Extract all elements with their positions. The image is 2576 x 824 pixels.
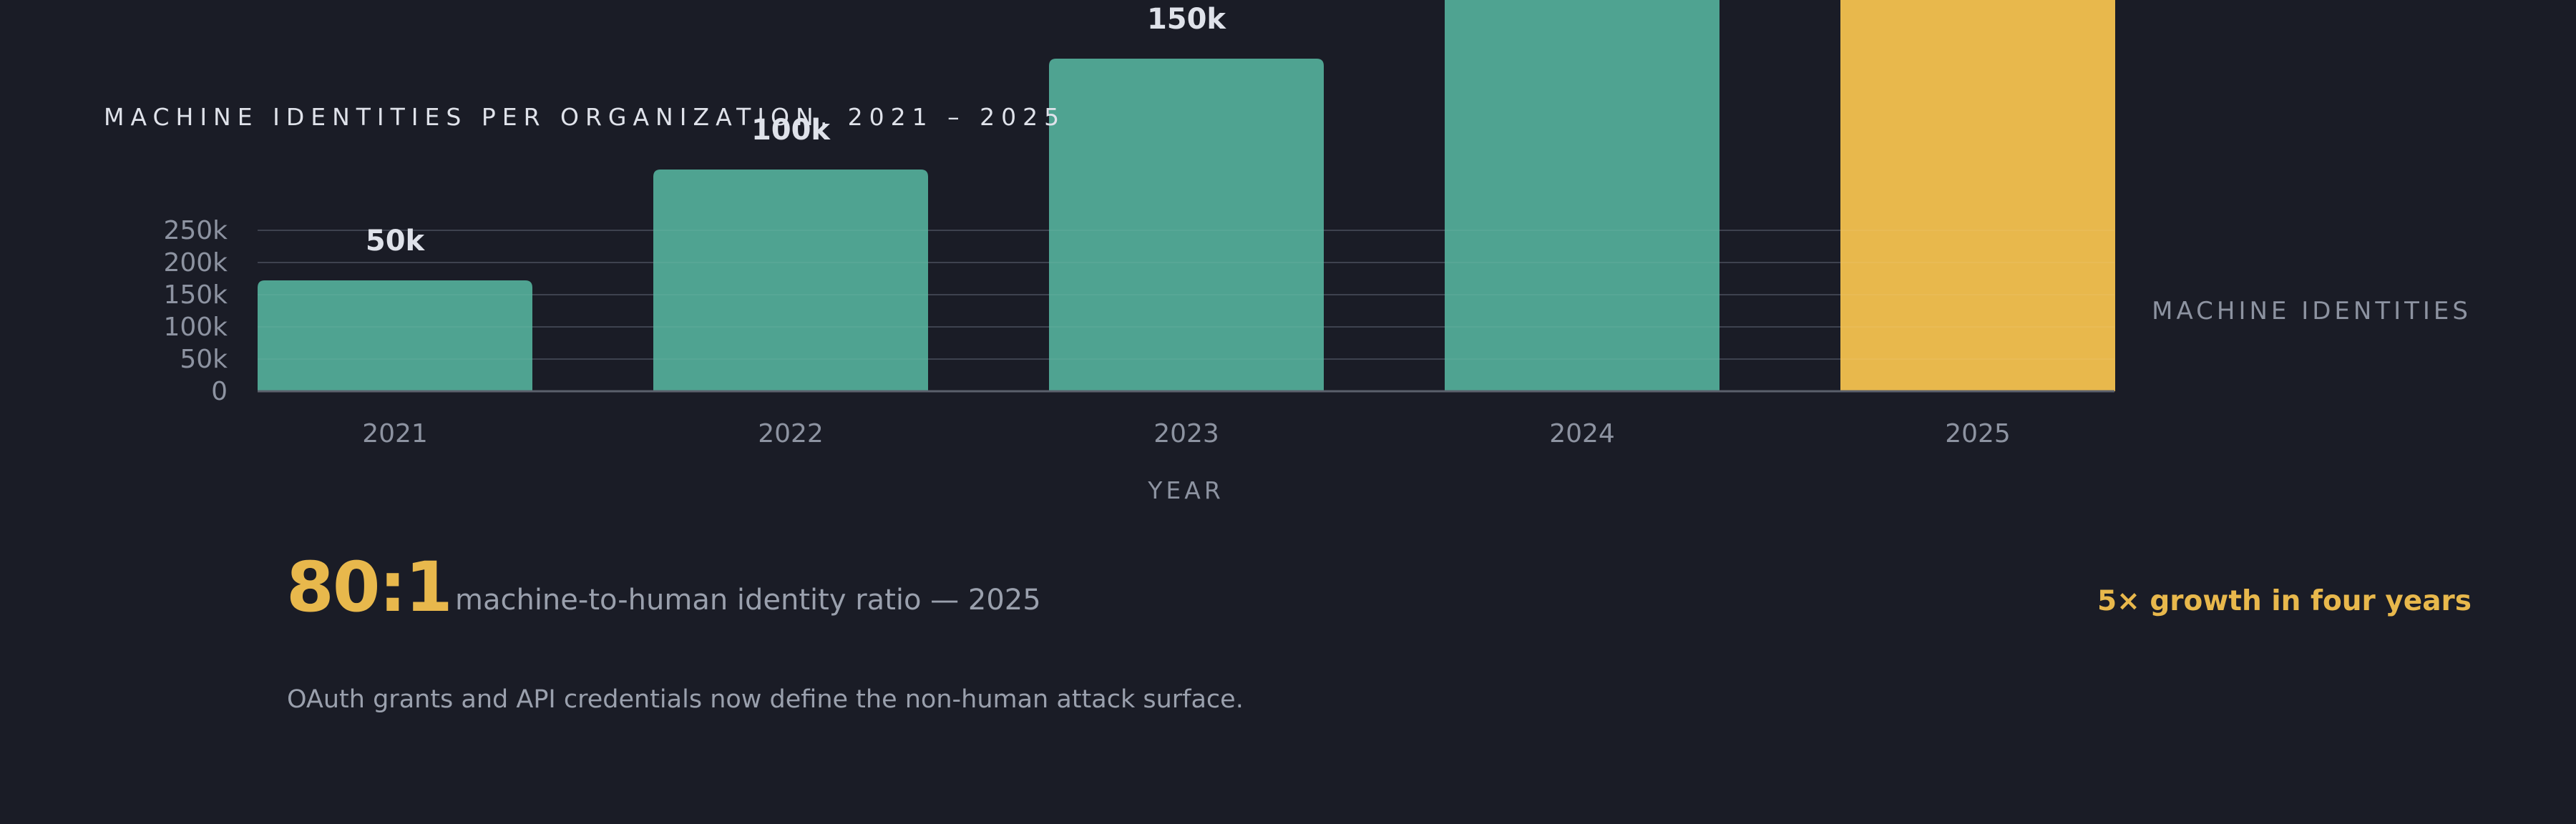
ratio-value: 80:1 [286,547,453,627]
bar-2024 [1445,0,1719,391]
x-tick-label: 2022 [758,419,824,448]
x-tick-label: 2023 [1153,419,1219,448]
x-tick-label: 2025 [1945,419,2011,448]
growth-note: 5× growth in four years [2097,585,2472,617]
y-tick-label: 100k [163,313,228,342]
y-tick-label: 150k [163,280,228,310]
bar-value-label: 50k [366,225,426,258]
bar-2021 [258,280,532,391]
bar-2025 [1840,0,2115,391]
x-tick-label: 2021 [362,419,428,448]
bar-value-label: 150k [1147,3,1226,36]
chart-title: MACHINE IDENTITIES PER ORGANIZATION, 202… [104,103,1066,131]
legend-label: MACHINE IDENTITIES [2152,297,2472,325]
bar-2023 [1049,59,1324,391]
x-tick-label: 2024 [1549,419,1615,448]
y-tick-label: 250k [163,216,228,245]
footnote: OAuth grants and API credentials now def… [287,685,1244,714]
x-axis-label: YEAR [1147,476,1224,504]
bar-2022 [653,170,928,391]
y-tick-label: 50k [180,345,228,374]
y-tick-label: 200k [163,248,228,278]
y-tick-label: 0 [211,377,228,406]
bar-value-label: 100k [751,114,831,147]
ratio-caption: machine-to-human identity ratio — 2025 [455,584,1041,617]
